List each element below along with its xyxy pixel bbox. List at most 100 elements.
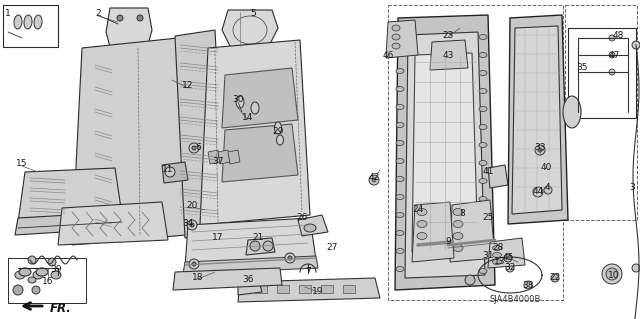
Bar <box>255 285 267 293</box>
Text: 43: 43 <box>442 51 454 61</box>
Polygon shape <box>488 238 525 268</box>
Text: 3: 3 <box>629 183 635 192</box>
Circle shape <box>504 254 512 262</box>
Text: 14: 14 <box>243 114 253 122</box>
Polygon shape <box>200 40 310 225</box>
Text: 42: 42 <box>369 174 380 182</box>
Text: 41: 41 <box>483 167 493 176</box>
Ellipse shape <box>493 259 502 264</box>
Circle shape <box>544 186 552 194</box>
Text: FR.: FR. <box>50 301 72 315</box>
Ellipse shape <box>396 159 404 164</box>
Ellipse shape <box>453 244 463 251</box>
Bar <box>343 285 355 293</box>
Text: 18: 18 <box>192 273 204 283</box>
Circle shape <box>606 268 618 280</box>
Ellipse shape <box>453 220 463 227</box>
Text: SJA4B4000B: SJA4B4000B <box>490 295 541 305</box>
Circle shape <box>372 178 376 182</box>
Text: 2: 2 <box>95 10 101 19</box>
Circle shape <box>506 264 514 272</box>
Circle shape <box>263 241 273 251</box>
Ellipse shape <box>304 224 316 232</box>
Text: 11: 11 <box>163 166 173 174</box>
Ellipse shape <box>417 233 427 240</box>
Ellipse shape <box>251 102 259 114</box>
Text: 33: 33 <box>534 144 546 152</box>
Polygon shape <box>222 124 298 182</box>
Circle shape <box>632 41 640 49</box>
Ellipse shape <box>396 86 404 92</box>
Polygon shape <box>412 202 454 262</box>
Ellipse shape <box>276 135 284 145</box>
Polygon shape <box>106 8 152 58</box>
Text: 25: 25 <box>483 213 493 222</box>
Text: 1: 1 <box>5 10 11 19</box>
Circle shape <box>535 145 545 155</box>
Bar <box>8 258 86 303</box>
Polygon shape <box>395 15 495 290</box>
Text: 27: 27 <box>326 243 338 253</box>
Polygon shape <box>228 150 240 164</box>
Ellipse shape <box>479 143 487 147</box>
Text: 7: 7 <box>305 268 311 277</box>
Ellipse shape <box>392 34 400 40</box>
Polygon shape <box>488 165 508 188</box>
Ellipse shape <box>417 220 427 227</box>
Text: 37: 37 <box>212 158 224 167</box>
Circle shape <box>32 286 40 294</box>
Ellipse shape <box>479 179 487 183</box>
Ellipse shape <box>479 124 487 130</box>
Circle shape <box>28 256 36 264</box>
Text: 47: 47 <box>608 50 620 60</box>
Ellipse shape <box>24 15 32 29</box>
Text: 29: 29 <box>272 128 284 137</box>
Polygon shape <box>208 150 220 164</box>
Circle shape <box>609 35 615 41</box>
Circle shape <box>602 264 622 284</box>
Ellipse shape <box>479 250 487 256</box>
Circle shape <box>609 52 615 58</box>
Ellipse shape <box>34 15 42 29</box>
Text: 48: 48 <box>612 32 624 41</box>
Ellipse shape <box>19 268 31 276</box>
Polygon shape <box>246 238 275 255</box>
Bar <box>568 28 636 118</box>
Text: 35: 35 <box>576 63 588 72</box>
Ellipse shape <box>15 271 25 279</box>
Ellipse shape <box>396 176 404 182</box>
Circle shape <box>189 259 199 269</box>
Circle shape <box>551 274 559 282</box>
Bar <box>388 5 563 300</box>
Ellipse shape <box>479 70 487 76</box>
Text: 8: 8 <box>459 210 465 219</box>
Circle shape <box>117 15 123 21</box>
Text: 15: 15 <box>16 160 28 168</box>
Circle shape <box>165 167 175 177</box>
Text: 5: 5 <box>250 9 256 18</box>
Text: 45: 45 <box>502 254 514 263</box>
Circle shape <box>533 187 543 197</box>
Polygon shape <box>386 20 418 58</box>
Text: 17: 17 <box>212 233 224 241</box>
Circle shape <box>288 256 292 260</box>
Text: 12: 12 <box>182 81 194 91</box>
Text: 19: 19 <box>312 287 324 296</box>
Text: 36: 36 <box>243 276 253 285</box>
Ellipse shape <box>236 96 244 108</box>
Polygon shape <box>185 218 316 268</box>
Text: 32: 32 <box>504 263 516 272</box>
Ellipse shape <box>396 212 404 218</box>
Ellipse shape <box>479 214 487 219</box>
Text: 46: 46 <box>382 51 394 61</box>
Polygon shape <box>238 278 262 295</box>
Bar <box>321 285 333 293</box>
Text: 30: 30 <box>232 95 244 105</box>
Text: 20: 20 <box>186 202 198 211</box>
Polygon shape <box>175 30 225 238</box>
Circle shape <box>285 253 295 263</box>
Ellipse shape <box>479 197 487 202</box>
Ellipse shape <box>479 53 487 57</box>
Polygon shape <box>450 200 495 262</box>
Polygon shape <box>218 150 230 164</box>
